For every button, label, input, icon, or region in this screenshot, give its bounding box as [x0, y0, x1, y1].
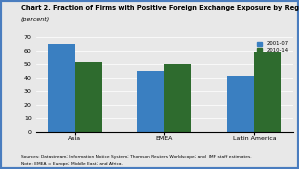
Bar — [164, 64, 191, 132]
Bar — [227, 76, 254, 132]
Bar — [254, 52, 281, 132]
Text: Note: EMEA = Europe; Middle East; and Africa.: Note: EMEA = Europe; Middle East; and Af… — [21, 162, 123, 166]
Text: Chart 2. Fraction of Firms with Positive Foreign Exchange Exposure by Region: Chart 2. Fraction of Firms with Positive… — [21, 5, 299, 11]
Text: (percent): (percent) — [21, 17, 50, 22]
Legend: 2001-07, 2010-14: 2001-07, 2010-14 — [256, 40, 290, 55]
Bar — [138, 71, 164, 132]
Bar — [74, 62, 102, 132]
Text: Sources: Datastream; Information Notice System; Thomson Reuters Worldscope; and : Sources: Datastream; Information Notice … — [21, 155, 251, 159]
Bar — [48, 44, 74, 132]
